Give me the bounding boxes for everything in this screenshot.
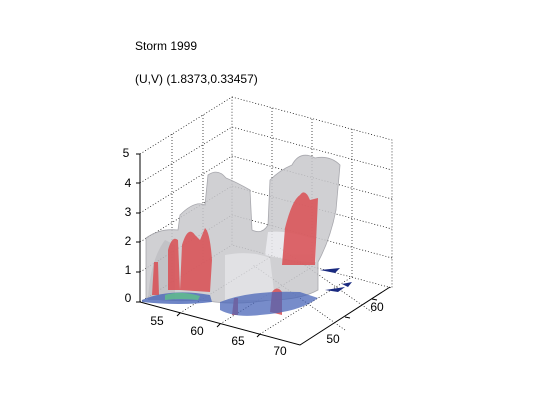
z-grid	[139, 126, 393, 273]
red-column	[168, 238, 180, 290]
dark-patch	[320, 268, 352, 292]
y-tick-label: 60	[370, 300, 384, 314]
z-tick-label: 5	[123, 146, 130, 160]
z-tick-label: 4	[125, 176, 132, 190]
axis-lines	[139, 154, 391, 346]
y-tick-label: 50	[326, 332, 340, 346]
axes	[136, 153, 391, 346]
green-patch	[165, 292, 200, 300]
red-column	[152, 262, 159, 295]
title: Storm 1999	[135, 39, 197, 53]
z-tick-label: 3	[125, 205, 132, 219]
z-tick-label: 1	[125, 263, 132, 277]
z-ticks	[136, 153, 140, 303]
x-tick-label: 55	[150, 314, 164, 328]
ground-layer	[142, 268, 352, 316]
xy-ticks	[176, 298, 378, 338]
z-tick-label: 2	[125, 234, 132, 248]
blue-patch	[220, 291, 318, 316]
x-tick-label: 70	[273, 344, 287, 358]
red-column	[180, 228, 212, 292]
z-tick-label: 0	[125, 291, 132, 305]
red-column	[282, 192, 318, 265]
grey-face	[225, 253, 275, 300]
subtitle: (U,V) (1.8373,0.33457)	[135, 72, 258, 86]
x-tick-label: 65	[231, 334, 245, 348]
x-tick-label: 60	[190, 324, 204, 338]
